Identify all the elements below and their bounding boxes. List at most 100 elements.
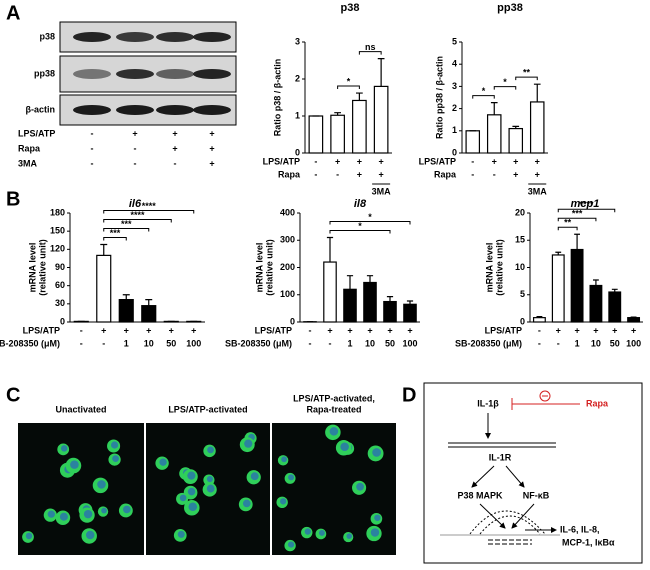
significance-bracket xyxy=(103,236,127,241)
significance-bracket xyxy=(337,85,360,90)
condition-sign: - xyxy=(134,158,137,168)
error-bar xyxy=(334,112,341,116)
condition-sign: 10 xyxy=(365,338,375,348)
y-tick-label: 0 xyxy=(295,147,300,157)
condition-sign: 100 xyxy=(626,338,641,348)
y-tick-label: 180 xyxy=(50,207,65,217)
blot-label: p38 xyxy=(39,31,55,41)
pathway: NF-κB xyxy=(523,490,550,500)
x-bracket-label: 3MA xyxy=(372,186,392,196)
condition-label: SB-208350 (μM) xyxy=(0,338,60,348)
nucleus xyxy=(188,502,198,512)
western-blot: p38 pp38 β-actin LPS/ATP - + + + Rapa - - + +3MA - - - + xyxy=(18,21,237,168)
significance-bracket xyxy=(358,51,382,55)
nucleus xyxy=(304,528,311,535)
bar xyxy=(570,248,584,323)
chart-title: p38 xyxy=(341,2,360,14)
condition-sign: 1 xyxy=(575,338,580,348)
condition-label: Rapa xyxy=(278,169,301,179)
image-label: Rapa-treated xyxy=(306,404,361,414)
bar xyxy=(403,303,417,323)
nucleus xyxy=(244,439,253,448)
condition-sign: - xyxy=(336,169,339,179)
nucleus xyxy=(47,510,55,518)
nucleus xyxy=(187,471,196,480)
condition-sign: + xyxy=(513,169,518,179)
significance-label: * xyxy=(368,212,372,222)
error-bar xyxy=(611,288,618,293)
bar xyxy=(529,101,545,154)
nucleus xyxy=(207,446,214,454)
significance-bracket xyxy=(329,221,411,225)
bar xyxy=(363,281,377,323)
error-bar xyxy=(100,243,108,256)
condition-sign: + xyxy=(347,325,352,335)
condition-sign: - xyxy=(329,338,332,348)
significance-bracket xyxy=(515,76,538,81)
y-tick-label: 0 xyxy=(520,316,525,326)
error-bar xyxy=(555,251,562,255)
condition-sign: - xyxy=(134,143,137,153)
transcription-arc xyxy=(479,515,541,535)
blot-label: β-actin xyxy=(26,104,56,114)
error-bar xyxy=(512,125,520,129)
bar xyxy=(118,298,134,323)
y-tick-label: 5 xyxy=(520,289,525,299)
bar xyxy=(352,99,367,154)
condition-sign: + xyxy=(513,156,518,166)
bar xyxy=(383,300,397,323)
y-tick-label: 60 xyxy=(55,280,65,290)
nucleus xyxy=(110,441,119,449)
band xyxy=(73,32,111,42)
condition-sign: + xyxy=(593,325,598,335)
condition-sign: - xyxy=(538,325,541,335)
band xyxy=(156,105,194,115)
nucleus xyxy=(177,530,185,538)
y-axis-label: Ratio pp38 / β-actin xyxy=(434,56,444,139)
condition-sign: + xyxy=(209,158,214,168)
significance-bracket xyxy=(557,217,597,222)
condition-sign: 50 xyxy=(610,338,620,348)
ligand: IL-1β xyxy=(477,398,499,408)
minus-icon xyxy=(539,390,551,402)
nucleus xyxy=(25,532,33,540)
error-bar xyxy=(356,92,363,101)
significance-label: * xyxy=(482,86,486,96)
y-tick-label: 15 xyxy=(515,235,525,245)
condition-label: Rapa xyxy=(18,143,41,153)
condition-sign: + xyxy=(612,325,617,335)
bar xyxy=(508,127,524,154)
y-axis-label: mRNA level xyxy=(254,243,264,293)
bar xyxy=(330,114,345,154)
chart-title: il8 xyxy=(354,198,367,210)
condition-label: 3MA xyxy=(18,158,38,168)
panel-label: A xyxy=(6,2,20,24)
significance-label: ** xyxy=(523,68,531,78)
image-label: LPS/ATP-activated xyxy=(168,404,247,414)
nucleus xyxy=(370,528,380,537)
y-axis-label: (relative unit) xyxy=(37,239,47,296)
bar xyxy=(589,284,603,323)
y-tick-label: 200 xyxy=(280,262,295,272)
condition-sign: 100 xyxy=(186,338,201,348)
y-axis-label: mRNA level xyxy=(27,243,37,293)
arrow xyxy=(505,465,525,488)
condition-sign: + xyxy=(378,156,383,166)
significance-label: * xyxy=(347,76,351,86)
condition-sign: - xyxy=(309,325,312,335)
pathway-diagram: IL-1β Rapa IL-1R P38 MAPK NF-κB IL-6, IL… xyxy=(423,382,643,564)
band xyxy=(193,32,231,42)
condition-sign: - xyxy=(471,156,474,166)
condition-sign: - xyxy=(493,169,496,179)
nucleus xyxy=(101,507,107,514)
y-tick-label: 4 xyxy=(452,59,457,69)
x-bracket-label: 3MA xyxy=(528,186,548,196)
nucleus xyxy=(112,455,119,462)
y-tick-label: 3 xyxy=(452,81,457,91)
error-bar xyxy=(630,316,637,318)
significance-label: *** xyxy=(572,209,583,219)
nucleus xyxy=(70,460,79,469)
nucleus xyxy=(85,530,95,540)
significance-label: **** xyxy=(142,201,157,211)
condition-sign: + xyxy=(327,325,332,335)
